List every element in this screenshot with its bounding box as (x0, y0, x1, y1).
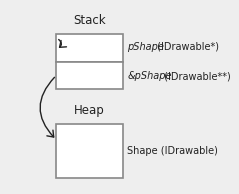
Bar (56, 34, 123, 61)
FancyArrowPatch shape (40, 77, 54, 137)
Text: pShape: pShape (127, 42, 164, 52)
Text: Stack: Stack (73, 14, 106, 27)
Text: &pShape: &pShape (127, 71, 172, 81)
Text: Shape (IDrawable): Shape (IDrawable) (127, 146, 218, 156)
Text: (IDrawable**): (IDrawable**) (161, 71, 231, 81)
Bar (56, 124, 123, 178)
FancyArrowPatch shape (59, 40, 66, 47)
Text: Heap: Heap (74, 104, 105, 117)
Bar (56, 61, 123, 89)
Text: (IDrawable*): (IDrawable*) (154, 42, 219, 52)
